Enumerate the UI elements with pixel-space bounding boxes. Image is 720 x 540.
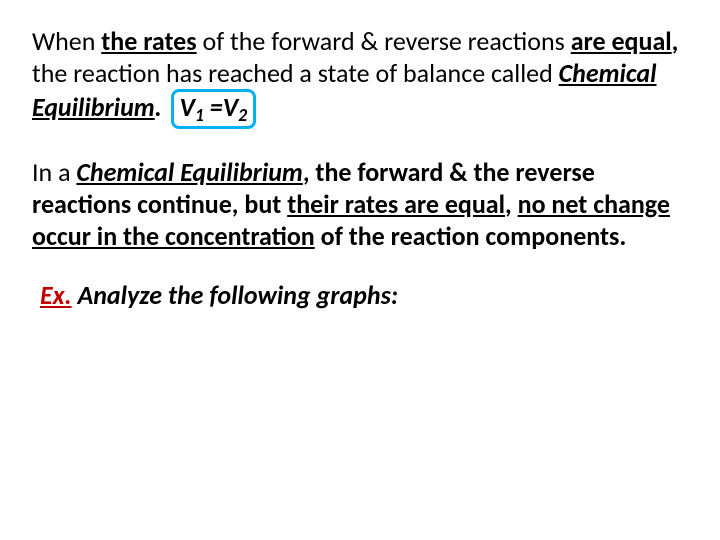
paragraph-2: In a Chemical Equilibrium, the forward &… <box>32 157 690 252</box>
p2-t4: their rates are equal <box>287 188 505 220</box>
p1-t6: the reaction has reached a state of bala… <box>32 57 559 89</box>
equation-v2: V <box>223 91 238 123</box>
p1-t3: of the forward & reverse reactions <box>197 25 571 57</box>
equation-sub2: 2 <box>238 104 247 126</box>
slide: When the rates of the forward & reverse … <box>0 0 720 540</box>
p2-t1: In a <box>32 156 76 188</box>
p1-t1: When <box>32 25 101 57</box>
example-label: Ex. <box>40 279 72 311</box>
p1-t4: are equal <box>571 25 672 57</box>
equation-equals: = <box>204 91 223 123</box>
example-prompt: Ex. Analyze the following graphs: <box>40 280 690 312</box>
p2-t2: Chemical Equilibrium <box>76 156 302 188</box>
example-text: Analyze the following graphs: <box>72 279 398 311</box>
p1-t2: the rates <box>101 25 196 57</box>
p1-t8: . <box>155 91 162 123</box>
p2-t7: of the reaction components. <box>315 220 627 252</box>
paragraph-1: When the rates of the forward & reverse … <box>32 26 690 129</box>
p2-t5: , <box>505 188 518 220</box>
p1-t5: , <box>672 25 679 57</box>
equation-v1: V <box>180 91 195 123</box>
equation-highlight-box: V1 =V2 <box>171 89 257 129</box>
equation-sub1: 1 <box>195 104 204 126</box>
